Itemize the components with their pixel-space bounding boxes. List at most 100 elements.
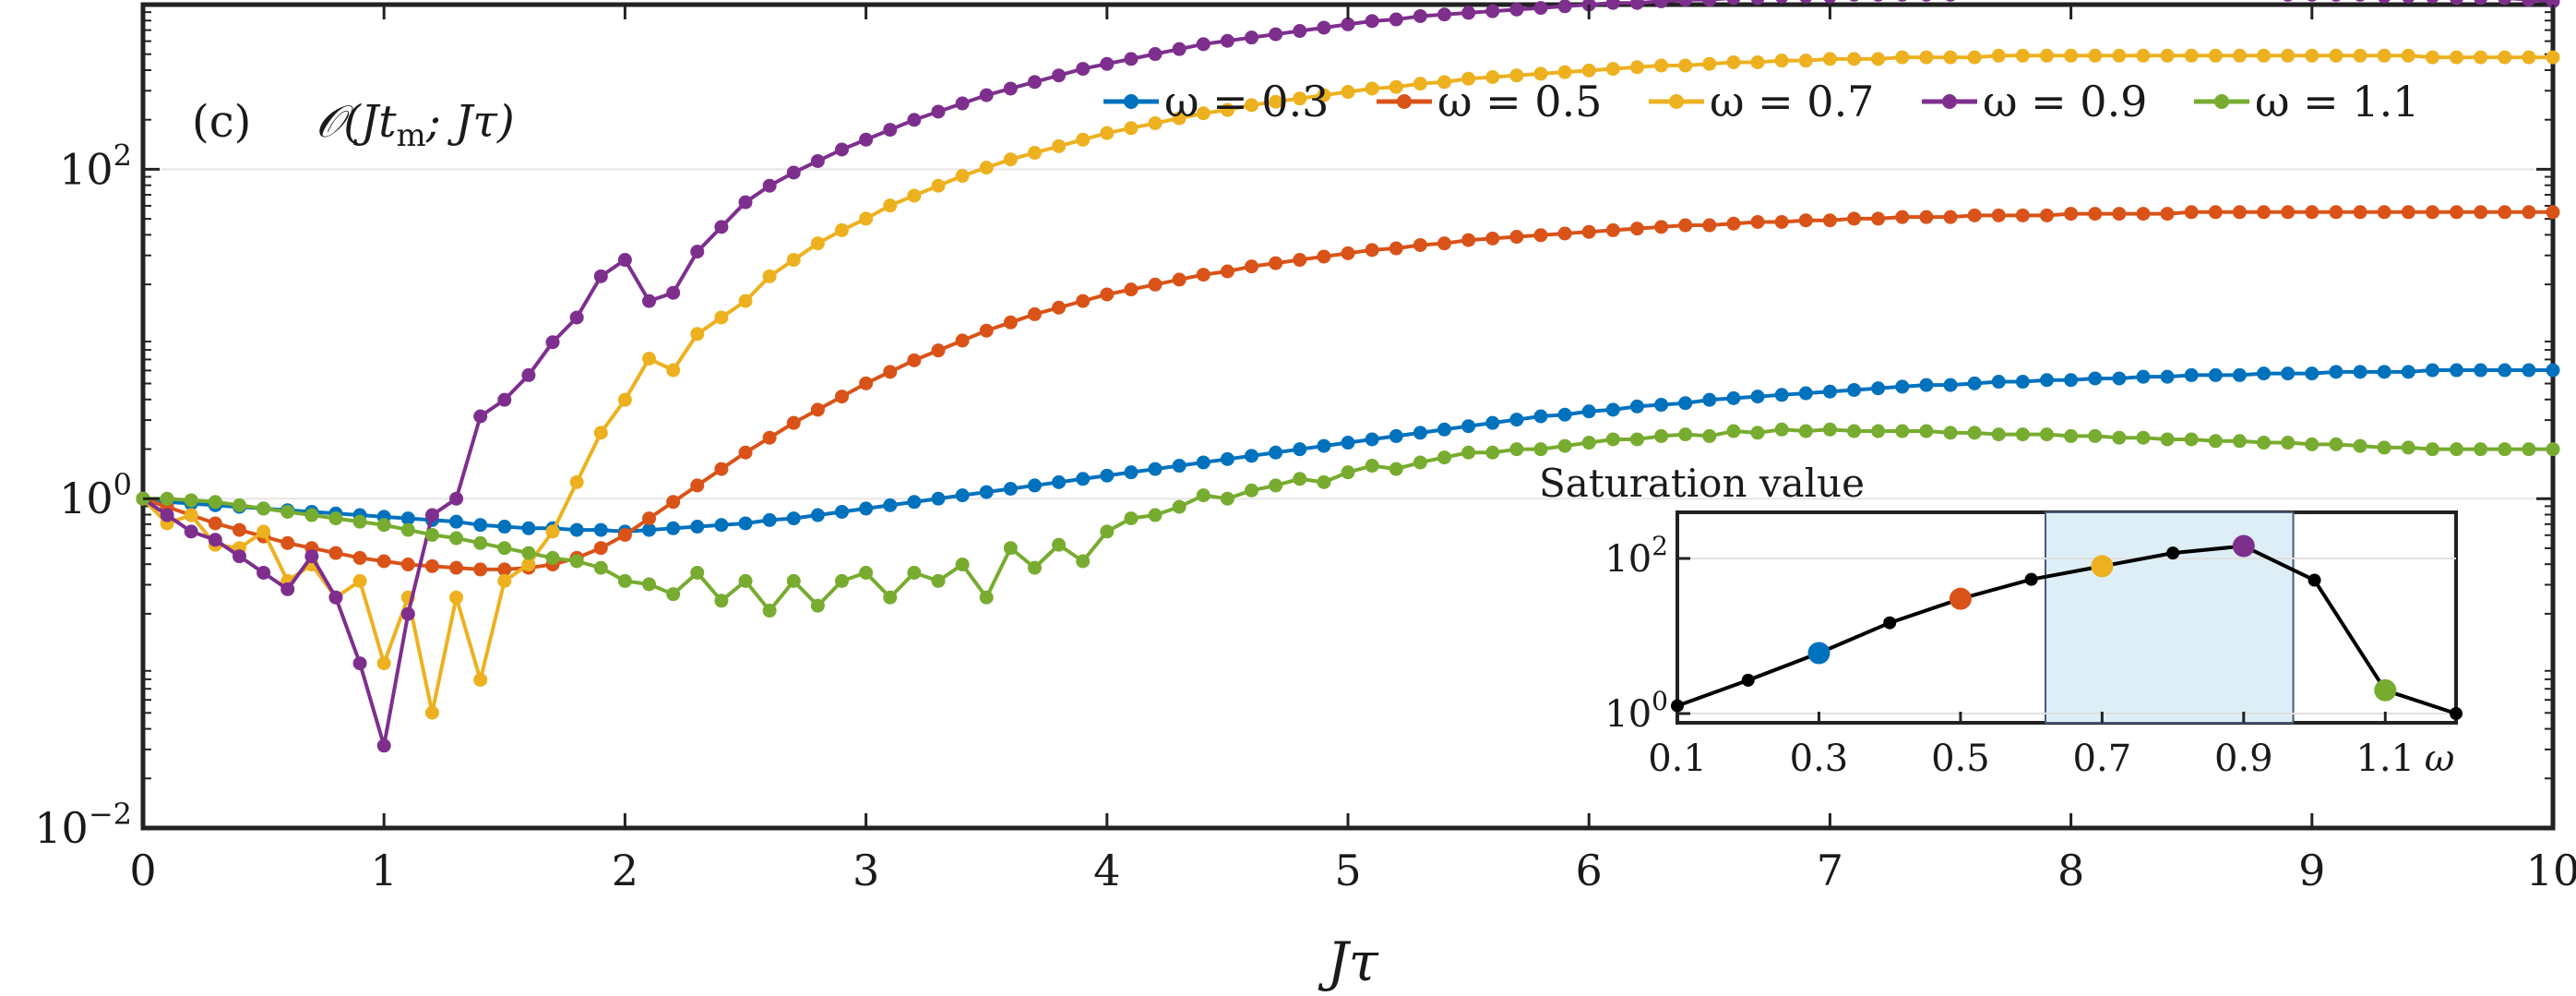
data-point <box>931 491 946 506</box>
data-point <box>328 546 343 560</box>
data-point <box>1871 381 1886 396</box>
data-point <box>1824 0 1836 4</box>
data-point <box>1027 306 1042 321</box>
data-point <box>304 549 319 564</box>
data-point <box>1365 243 1379 258</box>
data-point <box>2425 205 2439 220</box>
x-tick-label: 8 <box>2057 846 2084 895</box>
data-point <box>593 541 608 556</box>
data-point <box>2546 205 2560 220</box>
data-point <box>1919 50 1934 65</box>
data-point <box>2208 205 2223 220</box>
data-point <box>2450 50 2464 65</box>
data-point <box>184 508 198 522</box>
data-point <box>1943 378 1958 392</box>
data-point <box>400 558 415 572</box>
data-point <box>786 573 801 588</box>
data-point <box>2546 363 2560 378</box>
main-title-head: 𝒪(Jt <box>316 96 397 148</box>
data-point <box>2257 205 2272 220</box>
data-point <box>1269 94 1283 109</box>
data-point <box>1726 54 1741 69</box>
data-point <box>2353 48 2367 63</box>
data-point <box>1967 208 1982 222</box>
data-point <box>1991 427 2006 442</box>
data-point <box>2064 207 2079 222</box>
data-point <box>1148 47 1163 62</box>
data-point <box>2474 205 2488 220</box>
data-point <box>1798 213 1813 228</box>
data-point <box>1100 287 1115 302</box>
data-point <box>2112 430 2127 445</box>
data-point <box>1629 432 1644 447</box>
x-tick-label: 5 <box>1334 846 1361 895</box>
data-point <box>497 520 512 534</box>
data-point <box>979 323 994 338</box>
data-point <box>2425 363 2439 378</box>
data-point <box>1461 233 1476 247</box>
y-tick-label: 10−2 <box>34 797 132 853</box>
data-point <box>1148 462 1163 476</box>
data-point <box>1943 210 1958 224</box>
data-point <box>2332 0 2341 2</box>
data-point <box>1750 54 1765 69</box>
x-tick-label: 1 <box>371 846 398 895</box>
data-point <box>352 514 367 529</box>
data-point <box>1775 0 1788 4</box>
data-point <box>1461 445 1476 460</box>
legend-item: ω = 0.9 <box>1922 77 2147 126</box>
data-point <box>1052 68 1067 83</box>
data-point <box>1293 91 1307 106</box>
main-chart: 0 1 2 3 4 5 6 7 8 9 10 10−2 100 102 (c) 𝒪(Jtm; Jτ) ω… <box>34 0 2576 993</box>
data-point <box>1605 222 1620 237</box>
data-point <box>1317 20 1331 35</box>
inset-data-point <box>1883 616 1897 630</box>
data-point <box>2039 48 2054 63</box>
data-point <box>1076 294 1091 308</box>
data-point <box>2355 0 2365 2</box>
data-point <box>2401 440 2415 455</box>
data-point <box>642 352 657 366</box>
data-point <box>256 565 271 580</box>
data-point <box>1100 56 1115 71</box>
legend-label: ω = 0.5 <box>1437 77 1602 126</box>
data-point <box>810 236 825 251</box>
data-point <box>2088 371 2103 386</box>
data-point <box>1293 253 1307 268</box>
data-point <box>1341 85 1355 100</box>
data-point <box>1557 0 1572 14</box>
legend-item: ω = 0.7 <box>1649 77 1874 126</box>
data-point <box>642 511 657 526</box>
data-point <box>2329 48 2343 63</box>
data-point <box>2546 0 2560 8</box>
data-point <box>1245 98 1259 113</box>
data-point <box>1847 211 1862 226</box>
data-point <box>1943 426 1958 440</box>
data-point <box>2257 436 2272 450</box>
data-point <box>160 491 174 506</box>
data-point <box>1702 428 1717 443</box>
data-point <box>2474 442 2488 457</box>
data-point <box>2402 0 2415 4</box>
inset-highlighted-point <box>1807 642 1831 665</box>
data-point <box>2283 0 2293 2</box>
data-point <box>786 165 801 180</box>
data-point <box>1437 75 1451 90</box>
data-point <box>1437 7 1451 22</box>
data-point <box>1485 445 1500 460</box>
data-point <box>2474 363 2488 378</box>
data-point <box>2474 0 2487 6</box>
data-point <box>1943 50 1958 65</box>
data-point <box>883 123 898 138</box>
inset-y-tick-label: 102 <box>1604 531 1668 581</box>
data-point <box>883 365 898 379</box>
inset-x-ticks: 0.1 0.3 0.5 0.7 0.9 1.1 ω <box>1648 712 2454 780</box>
data-point <box>2378 0 2391 4</box>
data-point <box>810 508 825 522</box>
data-point <box>1922 0 1931 2</box>
inset-y-tick-label: 100 <box>1604 686 1668 736</box>
data-point <box>1822 213 1837 228</box>
data-point <box>376 518 391 533</box>
data-point <box>1245 449 1259 463</box>
data-point <box>545 335 560 350</box>
